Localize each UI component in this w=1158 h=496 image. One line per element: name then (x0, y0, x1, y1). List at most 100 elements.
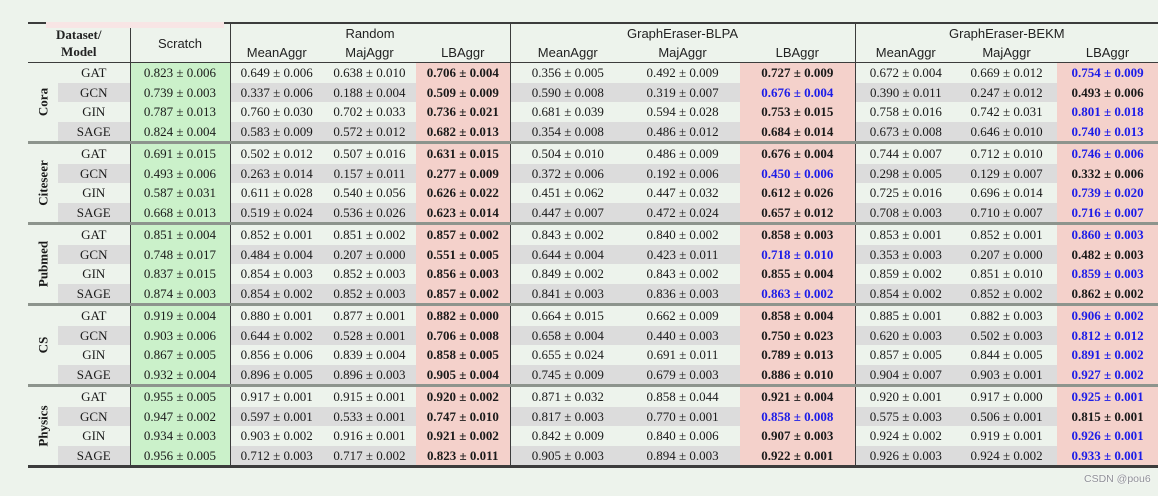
value-cell: 0.492 ± 0.009 (646, 65, 719, 80)
results-table: Dataset/ Model Scratch Random GraphErase… (28, 22, 1158, 468)
value-cell: 0.851 ± 0.002 (323, 222, 416, 245)
value-cell: 0.263 ± 0.014 (229, 163, 323, 183)
value-cell: 0.849 ± 0.002 (509, 264, 626, 284)
table-row: GIN 0.837 ± 0.015 0.854 ± 0.003 0.852 ± 0.0… (28, 264, 1158, 284)
model-label: SAGE (58, 364, 130, 386)
value-cell: 0.758 ± 0.016 (854, 102, 957, 122)
value-cell: 0.920 ± 0.001 (854, 384, 957, 407)
value-cell: 0.932 ± 0.004 (129, 364, 230, 386)
value-cell: 0.760 ± 0.030 (229, 102, 323, 122)
value-cell: 0.919 ± 0.001 (970, 428, 1043, 443)
value-cell: 0.904 ± 0.007 (854, 364, 957, 386)
value-cell: 0.857 ± 0.005 (854, 345, 957, 365)
table-row: SAGE 0.874 ± 0.003 0.854 ± 0.002 0.852 ± 0.… (28, 283, 1158, 305)
dataset-header-line1: Dataset/ (56, 27, 102, 42)
value-cell: 0.739 ± 0.003 (129, 82, 230, 102)
value-cell: 0.915 ± 0.001 (323, 384, 416, 407)
value-cell: 0.484 ± 0.004 (229, 244, 323, 264)
model-label: GIN (82, 266, 106, 281)
dataset-header-line2: Model (61, 44, 97, 59)
value-cell: 0.858 ± 0.003 (740, 222, 856, 245)
model-label: GCN (58, 244, 130, 264)
value-cell: 0.903 ± 0.002 (229, 426, 323, 446)
value-cell: 0.572 ± 0.012 (323, 121, 416, 143)
table-row: GCN 0.739 ± 0.003 0.337 ± 0.006 0.188 ± 0.0… (28, 82, 1158, 102)
value-cell: 0.354 ± 0.008 (509, 121, 626, 143)
model-label: SAGE (58, 445, 130, 467)
value-cell: 0.916 ± 0.001 (333, 428, 406, 443)
col-header-majaggr: MajAggr (345, 45, 394, 60)
value-cell: 0.956 ± 0.005 (129, 445, 230, 467)
value-cell: 0.933 ± 0.001 (1057, 445, 1158, 467)
value-cell: 0.672 ± 0.004 (854, 62, 957, 83)
table-row: SAGE 0.668 ± 0.013 0.519 ± 0.024 0.536 ± 0.… (28, 202, 1158, 224)
col-header-majaggr: MajAggr (982, 45, 1031, 60)
value-cell: 0.691 ± 0.011 (646, 347, 719, 362)
value-cell: 0.447 ± 0.007 (509, 202, 626, 224)
value-cell: 0.332 ± 0.006 (1057, 163, 1158, 183)
value-cell: 0.536 ± 0.026 (323, 202, 416, 224)
value-cell: 0.841 ± 0.003 (509, 283, 626, 305)
model-label: GAT (58, 141, 130, 164)
table-row: GCN 0.493 ± 0.006 0.263 ± 0.014 0.157 ± 0.0… (28, 163, 1158, 183)
value-cell: 0.716 ± 0.007 (1057, 202, 1158, 224)
value-cell: 0.702 ± 0.033 (333, 104, 406, 119)
col-header-lbaggr: LBAggr (441, 45, 485, 60)
value-cell: 0.748 ± 0.017 (129, 244, 230, 264)
value-cell: 0.852 ± 0.003 (323, 283, 416, 305)
value-cell: 0.207 ± 0.000 (956, 244, 1058, 264)
value-cell: 0.836 ± 0.003 (625, 283, 741, 305)
value-cell: 0.423 ± 0.011 (625, 244, 741, 264)
value-cell: 0.504 ± 0.010 (509, 141, 626, 164)
value-cell: 0.594 ± 0.028 (646, 104, 719, 119)
value-cell: 0.906 ± 0.002 (1057, 303, 1158, 326)
value-cell: 0.882 ± 0.003 (956, 303, 1058, 326)
value-cell: 0.157 ± 0.011 (323, 163, 416, 183)
value-cell: 0.684 ± 0.014 (740, 121, 856, 143)
value-cell: 0.871 ± 0.032 (509, 384, 626, 407)
table-row: GIN 0.787 ± 0.013 0.760 ± 0.030 0.702 ± 0.0… (28, 102, 1158, 122)
value-cell: 0.924 ± 0.002 (854, 426, 957, 446)
value-cell: 0.710 ± 0.007 (956, 202, 1058, 224)
dataset-block: Physics GAT 0.955 ± 0.005 0.917 ± 0.001 0.91… (28, 384, 1158, 467)
value-cell: 0.718 ± 0.010 (740, 244, 856, 264)
value-cell: 0.862 ± 0.002 (1057, 283, 1158, 305)
value-cell: 0.750 ± 0.023 (740, 325, 856, 345)
value-cell: 0.917 ± 0.001 (229, 384, 323, 407)
table-row: CS GAT 0.919 ± 0.004 0.880 ± 0.001 0.877 ± 0… (28, 303, 1158, 386)
value-cell: 0.528 ± 0.001 (323, 325, 416, 345)
value-cell: 0.486 ± 0.012 (625, 121, 741, 143)
model-label: GAT (58, 222, 130, 245)
dataset-block: Pubmed GAT 0.851 ± 0.004 0.852 ± 0.001 0.851… (28, 222, 1158, 305)
value-cell: 0.390 ± 0.011 (854, 82, 957, 102)
value-cell: 0.668 ± 0.013 (129, 202, 230, 224)
value-cell: 0.192 ± 0.006 (625, 163, 741, 183)
value-cell: 0.746 ± 0.006 (1057, 141, 1158, 164)
model-label: GAT (81, 65, 107, 80)
value-cell: 0.852 ± 0.002 (956, 283, 1058, 305)
value-cell: 0.823 ± 0.011 (416, 445, 511, 467)
value-cell: 0.856 ± 0.006 (229, 345, 323, 365)
value-cell: 0.679 ± 0.003 (625, 364, 741, 386)
value-cell: 0.706 ± 0.008 (416, 325, 511, 345)
value-cell: 0.597 ± 0.001 (229, 406, 323, 426)
value-cell: 0.626 ± 0.022 (416, 183, 511, 203)
header-group-row: Dataset/ Model Scratch Random GraphErase… (28, 23, 1158, 63)
value-cell: 0.451 ± 0.062 (509, 183, 626, 203)
highlight-remnant (46, 22, 224, 28)
dataset-label: Physics (28, 384, 58, 467)
value-cell: 0.854 ± 0.002 (854, 283, 957, 305)
value-cell: 0.789 ± 0.013 (740, 345, 856, 365)
value-cell: 0.482 ± 0.003 (1057, 244, 1158, 264)
value-cell: 0.896 ± 0.003 (323, 364, 416, 386)
value-cell: 0.903 ± 0.006 (129, 325, 230, 345)
value-cell: 0.717 ± 0.002 (323, 445, 416, 467)
value-cell: 0.896 ± 0.005 (229, 364, 323, 386)
value-cell: 0.840 ± 0.006 (646, 428, 719, 443)
value-cell: 0.919 ± 0.004 (129, 303, 230, 326)
value-cell: 0.691 ± 0.015 (129, 141, 230, 164)
value-cell: 0.207 ± 0.000 (323, 244, 416, 264)
value-cell: 0.337 ± 0.006 (229, 82, 323, 102)
value-cell: 0.472 ± 0.024 (625, 202, 741, 224)
value-cell: 0.955 ± 0.005 (129, 384, 230, 407)
